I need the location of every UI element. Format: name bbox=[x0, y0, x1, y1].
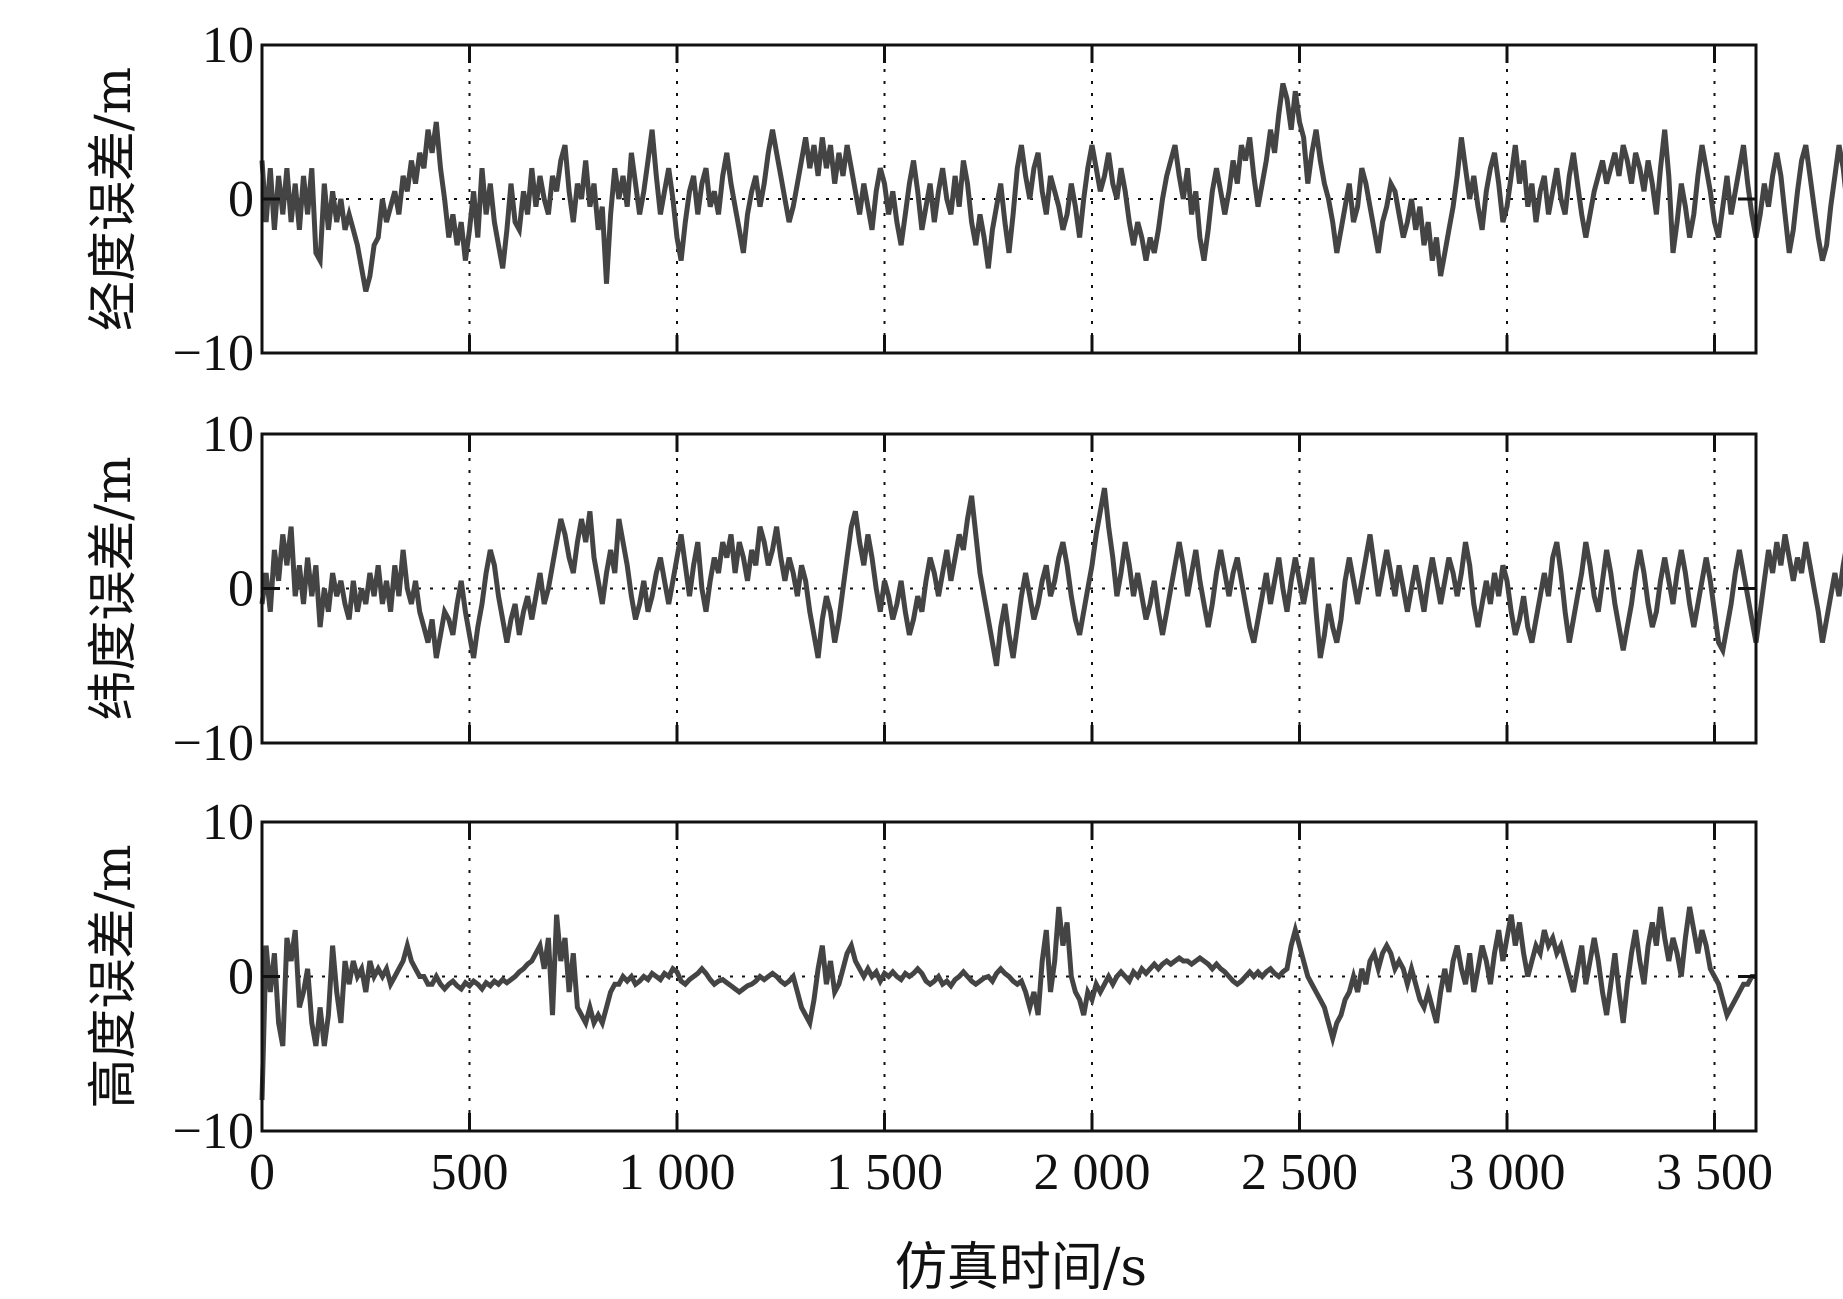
panel-altitude-error: −10 0 10 高度误差/m bbox=[84, 794, 1758, 1160]
y-tick-label: 10 bbox=[202, 17, 254, 74]
y-axis-label-altitude: 高度误差/m bbox=[84, 844, 142, 1108]
y-tick-label: −10 bbox=[173, 325, 254, 382]
x-tick-label: 0 bbox=[249, 1144, 275, 1201]
x-tick-label: 2 500 bbox=[1241, 1144, 1358, 1201]
y-tick-label: 10 bbox=[202, 406, 254, 463]
y-tick-label: −10 bbox=[173, 715, 254, 772]
y-axis-label-longitude: 经度误差/m bbox=[84, 67, 142, 331]
x-tick-label: 1 000 bbox=[619, 1144, 736, 1201]
x-tick-label: 3 000 bbox=[1449, 1144, 1566, 1201]
y-tick-label: 0 bbox=[228, 561, 254, 618]
x-axis-label: 仿真时间/s bbox=[895, 1238, 1147, 1298]
longitude-error-series bbox=[259, 82, 1843, 293]
x-tick-label: 2 000 bbox=[1034, 1144, 1151, 1201]
altitude-error-series bbox=[259, 906, 1756, 1101]
y-tick-label: 10 bbox=[202, 794, 254, 851]
x-tick-label: 3 500 bbox=[1656, 1144, 1773, 1201]
x-tick-label: 1 500 bbox=[826, 1144, 943, 1201]
y-axis-label-latitude: 纬度误差/m bbox=[84, 456, 142, 720]
panel-latitude-error: −10 0 10 纬度误差/m bbox=[84, 406, 1843, 772]
y-tick-label: 0 bbox=[228, 171, 254, 228]
x-tick-label: 500 bbox=[431, 1144, 509, 1201]
y-tick-label: −10 bbox=[173, 1103, 254, 1160]
x-tick-labels: 0 500 1 000 1 500 2 000 2 500 3 000 3 500 bbox=[249, 1144, 1773, 1201]
y-tick-label: 0 bbox=[228, 949, 254, 1006]
panel-longitude-error: −10 0 10 经度误差/m bbox=[84, 17, 1843, 382]
latitude-error-series bbox=[259, 487, 1843, 667]
